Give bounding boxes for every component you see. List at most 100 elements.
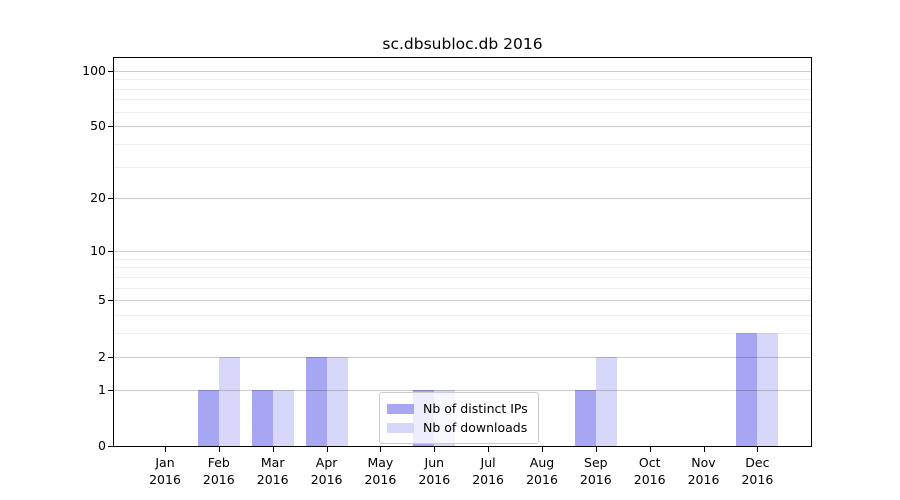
x-tick-mark [649,447,651,452]
x-tick-label: Feb 2016 [203,454,235,488]
gridline-minor [114,166,811,168]
legend-item-downloads: Nb of downloads [387,419,528,436]
bar-downloads [595,356,617,446]
gridline-minor [114,333,811,335]
y-tick-label: 100 [82,62,106,78]
x-tick-month: Dec [745,455,770,470]
x-tick-mark [488,447,490,452]
legend-label-downloads: Nb of downloads [423,420,528,435]
y-tick-label: 10 [90,243,106,258]
x-tick-year: 2016 [364,472,397,487]
x-tick-mark [434,447,436,452]
x-tick-month: Jul [480,455,496,470]
x-tick-month: Nov [691,455,716,470]
gridline-major [114,389,811,391]
gridline-minor [114,267,811,269]
gridline-minor [114,88,811,90]
chart-title: sc.dbsubloc.db 2016 [382,35,543,53]
x-tick-label: Mar 2016 [257,454,289,488]
x-tick-mark [272,447,274,452]
bar-downloads [272,389,294,446]
bar-downloads [326,356,348,446]
x-tick-year: 2016 [202,472,235,487]
x-tick-label: Apr 2016 [311,454,343,488]
y-tick-mark [108,300,113,302]
x-tick-month: Jun [424,455,445,470]
y-tick-mark [108,356,113,358]
bar-downloads [218,356,240,446]
x-tick-year: 2016 [687,472,720,487]
bar-distinct-ips [574,389,596,446]
x-tick-month: Aug [529,455,555,470]
gridline-major [114,356,811,358]
gridline-major [114,251,811,252]
y-tick-mark [108,198,113,200]
gridline-minor [114,79,811,81]
x-tick-month: May [367,455,394,470]
x-tick-year: 2016 [579,472,612,487]
y-tick-label: 50 [90,118,106,134]
legend-swatch-distinct-ips-icon [387,403,414,414]
x-tick-year: 2016 [472,472,504,487]
x-tick-month: Jan [155,455,175,470]
gridline-minor [114,287,811,289]
x-tick-month: Mar [260,455,285,470]
y-tick-label: 2 [98,348,106,364]
x-tick-label: Jan 2016 [149,454,181,488]
bar-distinct-ips [736,333,758,446]
x-tick-month: Sep [584,455,608,470]
x-tick-mark [595,447,597,452]
bar-distinct-ips [197,389,219,446]
y-tick-mark [108,446,113,447]
bar-downloads [757,333,779,446]
x-tick-year: 2016 [526,472,558,487]
x-tick-year: 2016 [633,472,666,487]
x-tick-year: 2016 [741,472,774,487]
bar-distinct-ips [251,389,273,446]
x-tick-mark [218,447,220,452]
legend: Nb of distinct IPs Nb of downloads [379,392,539,444]
x-tick-month: Feb [207,455,230,470]
y-tick-label: 20 [90,190,106,206]
gridline-major [114,70,811,72]
gridline-minor [114,111,811,113]
legend-item-distinct-ips: Nb of distinct IPs [387,400,528,417]
x-tick-label: Nov 2016 [688,454,720,488]
gridline-major [114,126,811,128]
x-tick-label: Oct 2016 [634,454,666,488]
x-tick-mark [326,447,328,452]
x-tick-label: Jun 2016 [418,454,450,488]
gridline-minor [114,315,811,317]
y-tick-mark [108,251,113,252]
x-tick-label: Sep 2016 [580,454,612,488]
y-tick-mark [108,389,113,391]
legend-label-distinct-ips: Nb of distinct IPs [423,401,528,416]
y-tick-label: 0 [98,438,106,453]
x-tick-label: Dec 2016 [741,454,773,488]
gridline-minor [114,144,811,145]
x-tick-mark [165,447,166,452]
x-tick-year: 2016 [310,472,343,487]
x-tick-year: 2016 [256,472,289,487]
bar-distinct-ips [305,356,327,446]
x-tick-year: 2016 [149,472,181,487]
x-tick-label: Jul 2016 [472,454,504,488]
x-tick-mark [757,447,759,452]
x-tick-month: Oct [638,455,661,470]
x-tick-label: Aug 2016 [526,454,558,488]
gridline-minor [114,258,811,260]
x-tick-mark [380,447,382,452]
y-tick-label: 1 [98,381,106,397]
y-tick-mark [108,126,113,128]
x-tick-mark [542,447,543,452]
gridline-minor [114,99,811,101]
gridline-minor [114,276,811,278]
legend-swatch-downloads-icon [387,422,414,433]
gridline-major [114,198,811,200]
x-tick-year: 2016 [418,472,451,487]
y-tick-mark [108,70,113,72]
y-tick-label: 5 [98,292,106,308]
x-tick-mark [703,447,705,452]
plot-area: Nb of distinct IPs Nb of downloads [113,57,812,447]
